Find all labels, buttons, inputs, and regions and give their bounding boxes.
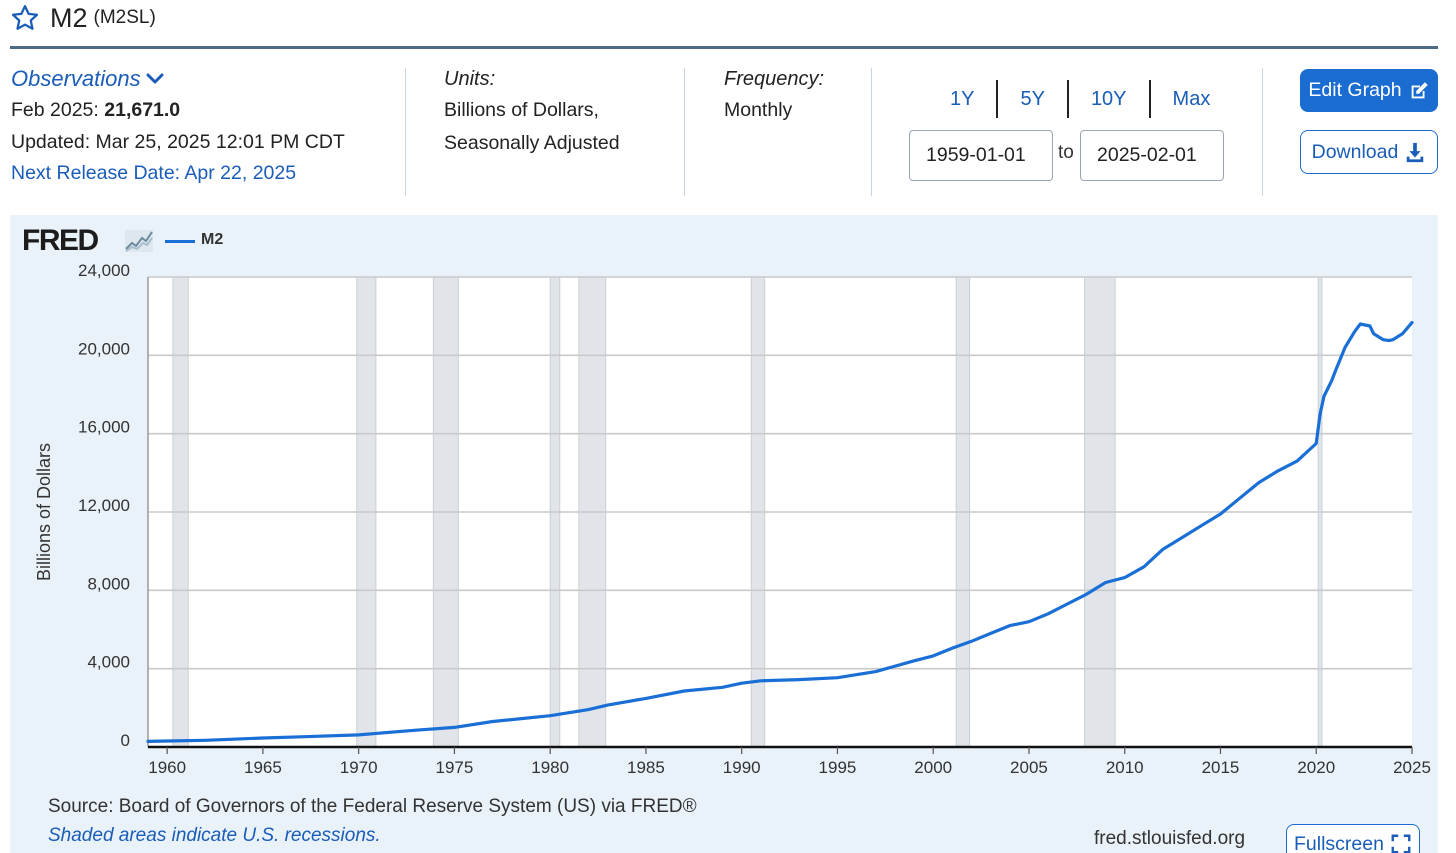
frequency-panel: Frequency: Monthly xyxy=(724,64,874,127)
range-buttons: 1Y 5Y 10Y Max xyxy=(928,80,1232,118)
latest-observation-date: Feb 2025: xyxy=(11,99,99,121)
edit-icon xyxy=(1411,81,1428,98)
observations-label: Observations xyxy=(11,66,141,91)
title-divider xyxy=(10,46,1438,49)
edit-graph-label: Edit Graph xyxy=(1308,79,1402,101)
observations-panel: Observations Feb 2025: 21,671.0 Updated:… xyxy=(11,64,401,188)
frequency-value: Monthly xyxy=(724,99,793,121)
download-button[interactable]: Download xyxy=(1300,130,1438,174)
column-divider xyxy=(1262,68,1263,196)
fullscreen-label: Fullscreen xyxy=(1294,832,1384,853)
start-date-input[interactable]: 1959-01-01 xyxy=(909,130,1053,181)
edit-graph-button[interactable]: Edit Graph xyxy=(1300,69,1438,112)
title-row: M2 (M2SL) xyxy=(10,0,156,36)
date-to-label: to xyxy=(1058,142,1074,163)
site-url[interactable]: fred.stlouisfed.org xyxy=(1094,828,1246,849)
page-title: M2 xyxy=(50,2,88,33)
units-panel: Units: Billions of Dollars, Seasonally A… xyxy=(444,64,684,160)
download-label: Download xyxy=(1311,140,1399,163)
star-icon[interactable] xyxy=(10,3,40,33)
frequency-heading: Frequency: xyxy=(724,68,825,90)
column-divider xyxy=(871,68,872,196)
fred-logo[interactable]: FRED xyxy=(22,224,99,257)
source-text: Source: Board of Governors of the Federa… xyxy=(48,796,697,817)
series-id: (M2SL) xyxy=(93,7,156,28)
observations-toggle[interactable]: Observations xyxy=(11,64,401,94)
fullscreen-icon xyxy=(1391,834,1411,853)
column-divider xyxy=(684,68,685,196)
download-icon xyxy=(1407,142,1424,163)
latest-observation: Feb 2025: 21,671.0 xyxy=(11,94,401,126)
range-5y-button[interactable]: 5Y xyxy=(1020,88,1045,110)
fullscreen-button[interactable]: Fullscreen xyxy=(1286,824,1420,853)
chart-panel xyxy=(10,215,1438,853)
range-divider xyxy=(996,80,999,118)
range-divider xyxy=(1148,80,1151,118)
range-divider xyxy=(1066,80,1069,118)
units-heading: Units: xyxy=(444,68,496,90)
legend-label: M2 xyxy=(201,231,224,248)
end-date-input[interactable]: 2025-02-01 xyxy=(1080,130,1224,181)
chevron-down-icon xyxy=(146,73,164,84)
latest-observation-value: 21,671.0 xyxy=(104,99,181,121)
units-line-2: Seasonally Adjusted xyxy=(444,132,620,154)
updated-text: Updated: Mar 25, 2025 12:01 PM CDT xyxy=(11,131,345,153)
recession-note: Shaded areas indicate U.S. recessions. xyxy=(48,825,381,846)
units-line-1: Billions of Dollars, xyxy=(444,99,599,121)
range-1y-button[interactable]: 1Y xyxy=(950,88,975,110)
logo-graph-icon xyxy=(125,230,153,252)
next-release-link[interactable]: Next Release Date: Apr 22, 2025 xyxy=(11,162,297,184)
legend-swatch xyxy=(165,240,195,243)
column-divider xyxy=(405,68,406,196)
range-10y-button[interactable]: 10Y xyxy=(1090,88,1127,110)
range-max-button[interactable]: Max xyxy=(1172,88,1211,110)
